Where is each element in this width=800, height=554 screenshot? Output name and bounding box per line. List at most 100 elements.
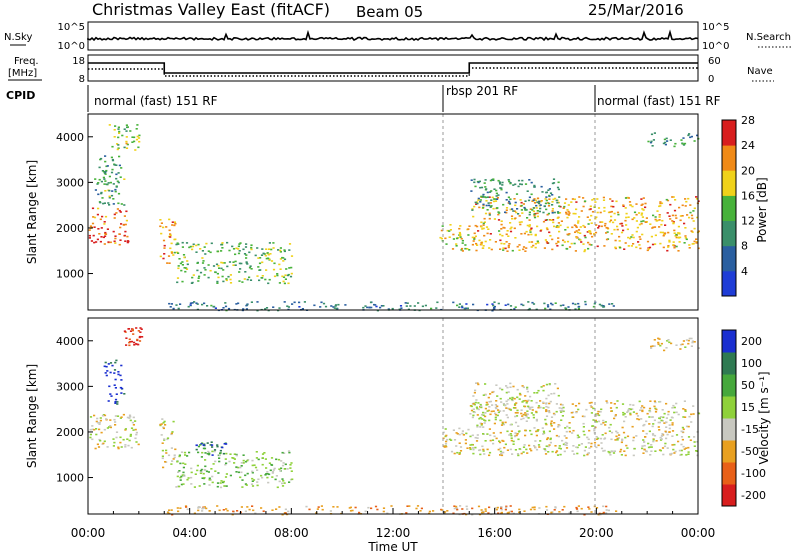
velocity-echo-cell [535,418,538,421]
velocity-echo-cell [128,341,131,344]
velocity-echo-cell [610,402,613,404]
power-echo-cell [683,242,686,244]
power-echo-cell [551,210,554,212]
power-echo-cell [97,193,100,196]
power-echo-cell [484,186,487,188]
power-echo-cell [448,230,451,232]
velocity-echo-cell [687,342,690,345]
power-echo-cell [165,226,168,228]
velocity-echo-cell [108,426,111,428]
velocity-echo-cell [666,340,669,342]
cpid-segment-3: normal (fast) 151 RF [597,94,721,108]
power-echo-cell [124,230,127,233]
velocity-echo-cell [196,464,199,467]
power-echo-cell [558,196,561,198]
velocity-echo-cell [199,470,202,472]
power-echo-cell [656,210,659,212]
power-echo-cell [191,248,194,251]
x-tick-label: 00:00 [681,526,716,540]
power-echo-cell [191,281,194,284]
velocity-echo-cell [370,507,373,510]
velocity-echo-cell [635,412,638,415]
power-colorbar-tick-label: 16 [741,189,755,202]
power-echo-cell [551,182,554,185]
velocity-echo-cell [281,482,284,485]
velocity-echo-cell [509,382,512,385]
velocity-echo-cell [660,419,663,422]
power-echo-cell [334,305,337,307]
velocity-echo-cell [489,434,492,437]
power-echo-cell [464,247,467,250]
power-echo-cell [125,147,129,149]
velocity-echo-cell [555,451,558,454]
power-echo-cell [549,235,552,237]
power-echo-cell [616,211,620,214]
power-echo-cell [518,221,521,224]
velocity-echo-cell [514,407,517,409]
power-echo-cell [510,226,513,229]
power-echo-cell [202,260,205,262]
velocity-echo-cell [684,410,687,412]
power-echo-cell [685,200,688,203]
velocity-echo-cell [687,446,690,449]
velocity-echo-cell [239,476,242,479]
power-echo-cell [565,198,568,200]
velocity-echo-cell [278,480,281,483]
velocity-echo-cell [280,467,283,470]
velocity-echo-cell [469,435,472,438]
power-echo-cell [545,191,548,194]
power-echo-cell [520,183,523,186]
power-colorbar-frame [721,119,737,297]
power-echo-cell [235,247,238,250]
velocity-echo-cell [636,415,640,417]
velocity-echo-cell [631,408,634,410]
power-echo-cell [546,242,549,244]
power-echo-cell [117,126,120,129]
power-echo-cell [137,137,141,139]
power-echo-cell [563,205,566,208]
power-echo-cell [548,202,551,205]
velocity-echo-cell [183,451,187,454]
power-echo-cell [658,226,661,228]
velocity-echo-cell [548,444,551,446]
velocity-echo-cell [655,408,658,411]
power-echo-cell [528,224,531,226]
velocity-echo-cell [693,436,696,438]
velocity-echo-cell [261,463,264,466]
power-echo-cell [535,207,538,209]
freq-tick-bottom: 8 [79,74,85,85]
velocity-echo-cell [170,463,173,465]
velocity-echo-cell [390,505,393,507]
velocity-echo-cell [282,462,285,464]
power-echo-cell [527,233,530,236]
velocity-echo-cell [132,429,135,431]
velocity-echo-cell [459,450,463,452]
velocity-echo-cell [545,409,548,411]
velocity-echo-cell [563,505,566,508]
velocity-echo-cell [115,359,118,362]
velocity-echo-cell [211,444,214,446]
power-echo-cell [550,302,553,305]
velocity-echo-cell [130,427,134,429]
velocity-echo-cell [596,414,599,416]
velocity-echo-cell [632,454,635,457]
power-echo-cell [220,243,223,246]
velocity-echo-cell [109,362,113,364]
power-echo-cell [241,281,244,283]
power-echo-cell [192,274,195,276]
velocity-echo-cell [524,395,527,397]
velocity-echo-cell [114,361,117,364]
power-echo-cell [109,181,112,184]
velocity-echo-cell [531,409,534,411]
velocity-echo-cell [643,440,646,443]
power-echo-cell [265,269,268,271]
power-echo-cell [483,234,486,237]
power-echo-cell [207,264,210,266]
velocity-echo-cell [549,400,552,403]
power-echo-cell [524,183,528,185]
power-echo-cell [589,232,592,235]
power-echo-cell [169,247,172,250]
velocity-echo-cell [679,454,682,456]
velocity-echo-cell [545,383,548,386]
velocity-echo-cell [662,453,665,456]
